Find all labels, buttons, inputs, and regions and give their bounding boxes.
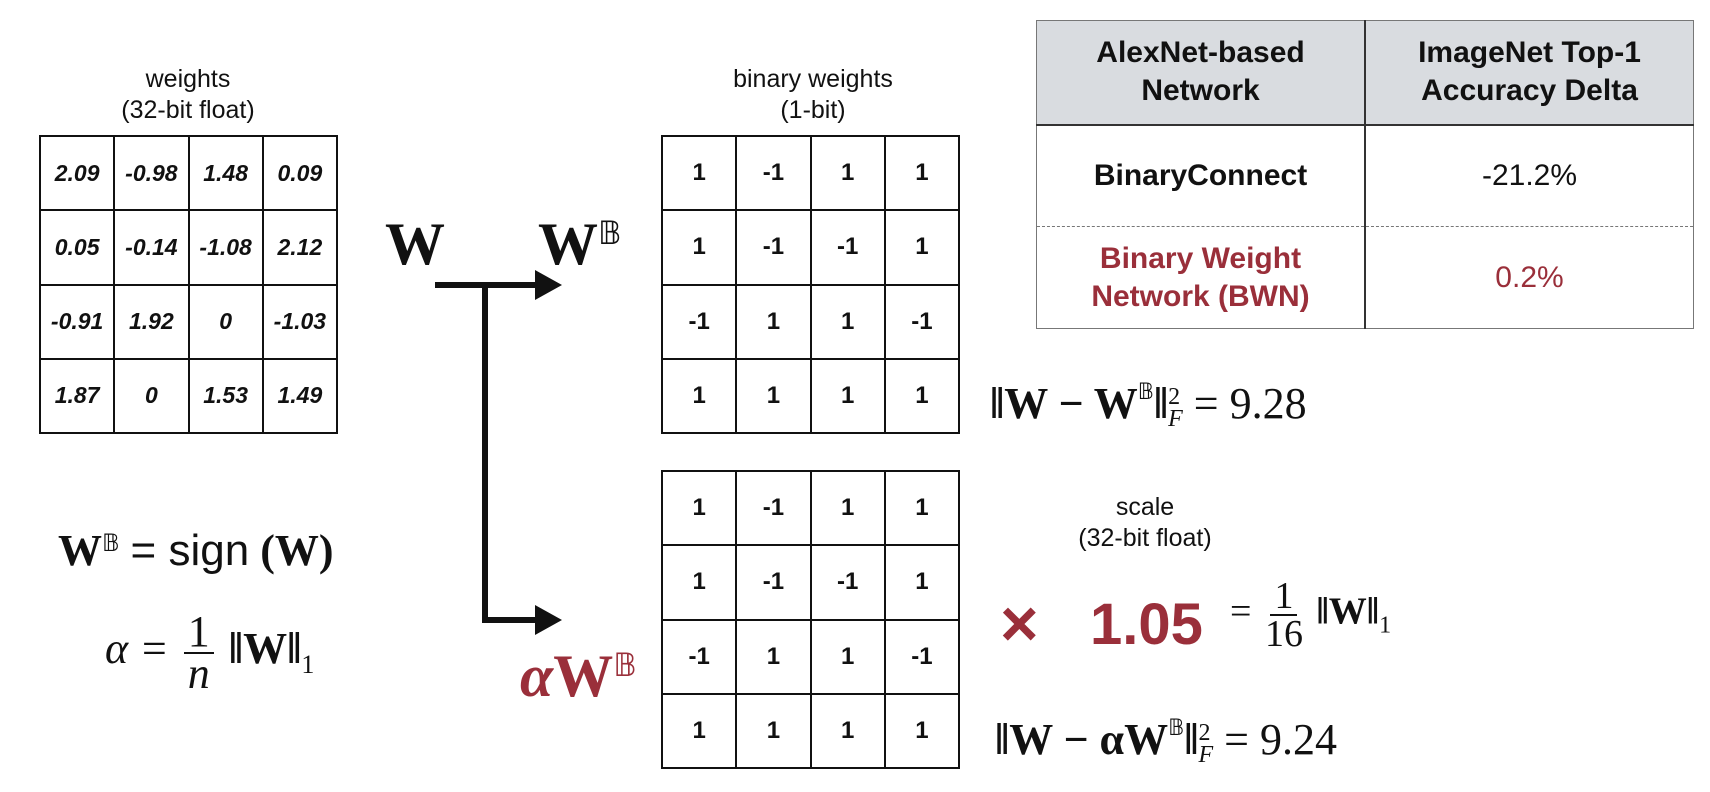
weights-matrix-cell: 1.53 xyxy=(187,357,264,435)
binary-weights-matrix-cell: 1 xyxy=(883,134,961,212)
header-network: AlexNet-based Network xyxy=(1036,20,1366,126)
binary-weights-matrix-cell: -1 xyxy=(735,134,812,212)
weights-matrix-row: 1.87 0 1.53 1.49 xyxy=(38,357,339,435)
weights-matrix-cell: -0.98 xyxy=(113,134,190,212)
weights-matrix-cell: 0.09 xyxy=(261,134,339,212)
row-bwn-delta: 0.2% xyxy=(1364,226,1694,329)
binary-weights-matrix: 1 -1 1 1 1 -1 -1 1 -1 1 1 -1 1 1 1 1 xyxy=(660,134,961,435)
row-binaryconnect-name: BinaryConnect xyxy=(1036,124,1366,227)
scaled-weights-matrix-cell: 1 xyxy=(660,692,738,770)
arrow-head-binary-icon xyxy=(535,270,562,300)
scaled-weights-matrix-cell: 1 xyxy=(809,692,886,770)
binary-weights-matrix-cell: 1 xyxy=(883,209,961,286)
scaled-weights-matrix-cell: 1 xyxy=(660,469,738,547)
arrow-to-scaled xyxy=(482,285,535,623)
weights-matrix-cell: -1.03 xyxy=(261,283,339,360)
table-row: BinaryConnect -21.2% xyxy=(1036,124,1694,227)
weights-matrix-cell: -0.14 xyxy=(113,209,190,286)
binary-weights-matrix-cell: 1 xyxy=(809,283,886,360)
scaled-weights-matrix-cell: -1 xyxy=(883,618,961,695)
scale-value: 1.05 xyxy=(1090,592,1203,657)
weights-matrix-cell: 0 xyxy=(113,357,190,435)
scaled-binary-weights-matrix: 1 -1 1 1 1 -1 -1 1 -1 1 1 -1 1 1 1 1 xyxy=(660,469,961,770)
binary-weights-matrix-cell: -1 xyxy=(809,209,886,286)
header-accuracy: ImageNet Top-1 Accuracy Delta xyxy=(1364,20,1694,126)
table-row: Binary Weight Network (BWN) 0.2% xyxy=(1036,226,1694,329)
binary-weights-matrix-cell: 1 xyxy=(883,357,961,435)
scaled-weights-matrix-cell: 1 xyxy=(735,692,812,770)
binary-weights-matrix-cell: -1 xyxy=(883,283,961,360)
row-bwn-name: Binary Weight Network (BWN) xyxy=(1036,226,1366,329)
binary-weights-matrix-cell: 1 xyxy=(809,357,886,435)
scale-caption: scale (32-bit float) xyxy=(1078,493,1212,552)
weights-matrix-cell: 0 xyxy=(187,283,264,360)
comparison-table: AlexNet-based Network ImageNet Top-1 Acc… xyxy=(1036,20,1694,329)
binary-weights-matrix-row: -1 1 1 -1 xyxy=(660,283,961,360)
weights-matrix-row: 0.05 -0.14 -1.08 2.12 xyxy=(38,209,339,286)
scaled-weights-matrix-cell: 1 xyxy=(883,692,961,770)
scaled-weights-matrix-cell: -1 xyxy=(735,469,812,547)
scale-formula: = 1 16 ‖W‖1 xyxy=(1230,575,1392,655)
weights-matrix-cell: -0.91 xyxy=(38,283,116,360)
binary-weights-caption: binary weights (1-bit) xyxy=(733,65,893,124)
weights-matrix-cell: 2.12 xyxy=(261,209,339,286)
weights-matrix-cell: 1.92 xyxy=(113,283,190,360)
weights-matrix-row: -0.91 1.92 0 -1.03 xyxy=(38,283,339,360)
scaled-weights-matrix-cell: 1 xyxy=(735,618,812,695)
binary-weights-matrix-cell: -1 xyxy=(660,283,738,360)
weights-matrix-cell: -1.08 xyxy=(187,209,264,286)
weights-matrix-cell: 1.87 xyxy=(38,357,116,435)
alpha-wb-symbol: αW𝔹 xyxy=(520,643,637,709)
scaled-weights-matrix-cell: 1 xyxy=(809,618,886,695)
scaled-weights-matrix-cell: 1 xyxy=(809,469,886,547)
weights-matrix-cell: 1.48 xyxy=(187,134,264,212)
arrow-head-scaled-icon xyxy=(535,605,562,635)
w-symbol: W xyxy=(385,211,445,277)
binary-weights-matrix-cell: 1 xyxy=(660,134,738,212)
scaled-weights-matrix-cell: 1 xyxy=(883,469,961,547)
binary-weights-matrix-row: 1 -1 -1 1 xyxy=(660,209,961,286)
binary-weights-matrix-cell: 1 xyxy=(660,357,738,435)
binary-weights-matrix-cell: 1 xyxy=(660,209,738,286)
scaled-weights-matrix-cell: -1 xyxy=(809,544,886,621)
sign-formula: W𝔹 = sign (W) xyxy=(58,526,334,575)
wb-symbol: W𝔹 xyxy=(538,211,622,277)
binary-weights-matrix-cell: -1 xyxy=(735,209,812,286)
binary-weights-matrix-cell: 1 xyxy=(735,283,812,360)
scaled-weights-matrix-row: -1 1 1 -1 xyxy=(660,618,961,695)
weights-matrix-cell: 2.09 xyxy=(38,134,116,212)
scaled-weights-matrix-cell: 1 xyxy=(660,544,738,621)
scaled-weights-matrix-cell: 1 xyxy=(883,544,961,621)
weights-matrix: 2.09 -0.98 1.48 0.09 0.05 -0.14 -1.08 2.12 -0.91… xyxy=(38,134,339,435)
scaled-weights-matrix-cell: -1 xyxy=(735,544,812,621)
scaled-error-formula: ‖W − αW𝔹‖ 2 F = 9.24 xyxy=(995,715,1337,768)
times-icon: × xyxy=(1000,586,1039,660)
scaled-weights-matrix-row: 1 -1 1 1 xyxy=(660,469,961,547)
binary-weights-matrix-cell: 1 xyxy=(735,357,812,435)
weights-matrix-cell: 0.05 xyxy=(38,209,116,286)
scaled-weights-matrix-row: 1 -1 -1 1 xyxy=(660,544,961,621)
weights-matrix-cell: 1.49 xyxy=(261,357,339,435)
weights-caption: weights (32-bit float) xyxy=(121,65,255,124)
weights-matrix-row: 2.09 -0.98 1.48 0.09 xyxy=(38,134,339,212)
row-binaryconnect-delta: -21.2% xyxy=(1364,124,1694,227)
binary-weights-matrix-cell: 1 xyxy=(809,134,886,212)
binary-error-formula: ‖W − W𝔹‖ 2 F = 9.28 xyxy=(990,379,1307,432)
binary-weights-matrix-row: 1 -1 1 1 xyxy=(660,134,961,212)
scaled-weights-matrix-cell: -1 xyxy=(660,618,738,695)
